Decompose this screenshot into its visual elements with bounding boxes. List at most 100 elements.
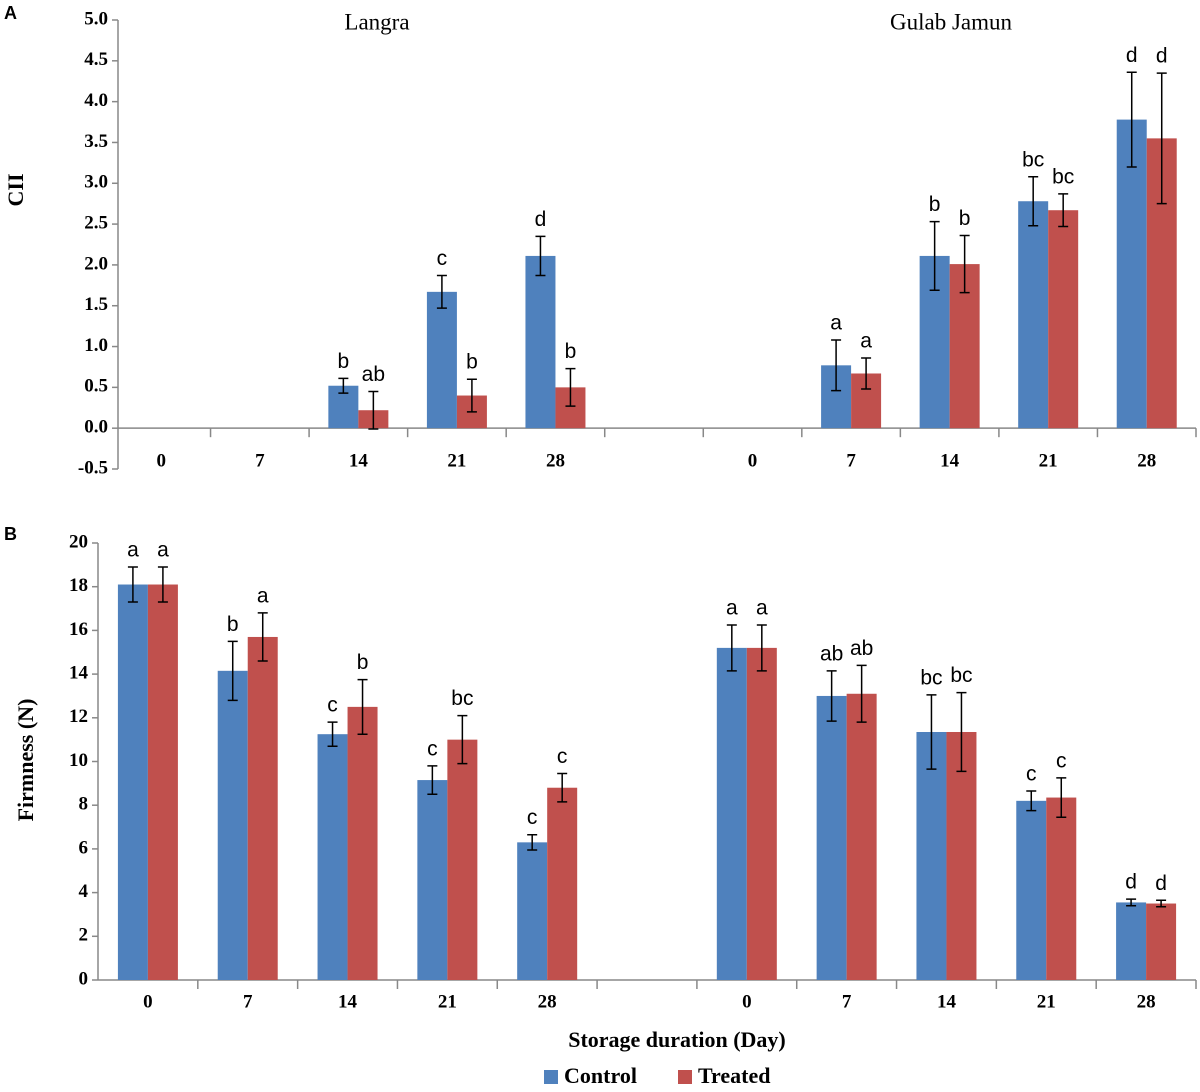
legend-label: Control [564, 1063, 637, 1088]
x-tick-label: 28 [1137, 991, 1156, 1012]
bar [1046, 797, 1077, 980]
x-tick-label: 0 [742, 991, 752, 1012]
y-tick-label: 18 [69, 575, 88, 596]
significance-letter: bc [1022, 148, 1044, 171]
y-axis-label: CII [3, 173, 28, 206]
panel-label: B [4, 524, 17, 544]
y-tick-label: 2.5 [84, 212, 108, 233]
significance-letter: ab [820, 642, 843, 665]
significance-letter: d [1155, 872, 1167, 895]
error-bar [1056, 777, 1067, 818]
y-tick-label: 5.0 [84, 8, 108, 29]
y-tick-label: 0.0 [84, 417, 108, 438]
y-tick-label: 2.0 [84, 253, 108, 274]
y-tick-label: 1.0 [84, 335, 108, 356]
significance-letter: d [1156, 45, 1168, 68]
error-bar [257, 612, 268, 662]
error-bar [756, 624, 767, 672]
x-tick-label: 7 [255, 450, 265, 471]
error-bar [1156, 899, 1167, 908]
significance-letter: c [437, 247, 448, 270]
bar [347, 706, 378, 980]
x-tick-label: 0 [143, 991, 153, 1012]
y-axis-label: Firmness (N) [13, 699, 38, 822]
y-tick-label: 10 [69, 750, 88, 771]
x-tick-label: 7 [243, 991, 253, 1012]
significance-letter: b [227, 613, 239, 636]
significance-letter: c [1056, 749, 1067, 772]
significance-letter: a [257, 584, 269, 607]
significance-letter: d [1126, 44, 1138, 67]
x-axis-label: Storage duration (Day) [568, 1027, 786, 1052]
significance-letter: d [1125, 871, 1137, 894]
x-tick-label: 21 [438, 991, 457, 1012]
bar [1048, 210, 1079, 429]
error-bar [157, 566, 168, 603]
significance-letter: b [565, 340, 577, 363]
x-tick-label: 7 [846, 450, 856, 471]
significance-letter: bc [451, 687, 473, 710]
significance-letter: a [127, 539, 139, 562]
bar [746, 647, 777, 980]
x-tick-label: 14 [338, 991, 358, 1012]
significance-letter: bc [920, 666, 942, 689]
significance-letter: ab [850, 637, 873, 660]
bar [816, 695, 847, 980]
error-bar [457, 714, 468, 765]
significance-letter: ab [362, 363, 385, 386]
group-label: Gulab Jamun [890, 9, 1013, 34]
significance-letter: c [527, 806, 538, 829]
significance-letter: b [466, 351, 478, 374]
significance-letter: d [535, 208, 547, 231]
bar [716, 647, 747, 980]
error-bar [127, 566, 138, 603]
error-bar [1026, 790, 1037, 812]
group-label: Langra [344, 9, 409, 34]
bar [846, 693, 877, 980]
significance-letter: a [157, 539, 169, 562]
significance-letter: a [726, 596, 738, 619]
error-bar [227, 640, 238, 702]
bar [1016, 800, 1047, 980]
y-tick-label: 1.5 [84, 294, 108, 315]
y-tick-label: 14 [69, 662, 89, 683]
significance-letter: b [338, 350, 350, 373]
y-tick-label: 4 [79, 881, 89, 902]
bar [417, 780, 448, 980]
error-bar [436, 274, 447, 309]
bar [317, 734, 348, 980]
bar [217, 670, 248, 980]
error-bar [368, 390, 379, 430]
bar [547, 787, 578, 980]
error-bar [959, 234, 970, 294]
error-bar [565, 367, 576, 407]
bar [447, 739, 478, 980]
error-bar [926, 694, 937, 770]
significance-letter: c [427, 737, 438, 760]
bar [426, 291, 457, 429]
error-bar [1156, 72, 1167, 205]
error-bar [535, 235, 546, 277]
error-bar [557, 772, 568, 803]
legend-swatch [678, 1070, 692, 1084]
significance-letter: a [860, 330, 872, 353]
panel-label: A [4, 3, 17, 23]
y-tick-label: -0.5 [78, 457, 108, 478]
x-tick-label: 0 [748, 450, 758, 471]
y-tick-label: 0 [79, 968, 89, 989]
y-tick-label: 12 [69, 706, 88, 727]
error-bar [726, 624, 737, 672]
error-bar [826, 670, 837, 722]
significance-letter: a [830, 312, 842, 335]
significance-letter: b [959, 207, 971, 230]
significance-letter: c [1026, 763, 1037, 786]
x-tick-label: 14 [940, 450, 960, 471]
error-bar [357, 678, 368, 735]
error-bar [929, 220, 940, 291]
y-tick-label: 8 [79, 794, 89, 815]
error-bar [956, 691, 967, 773]
x-tick-label: 14 [937, 991, 957, 1012]
x-tick-label: 28 [546, 450, 565, 471]
